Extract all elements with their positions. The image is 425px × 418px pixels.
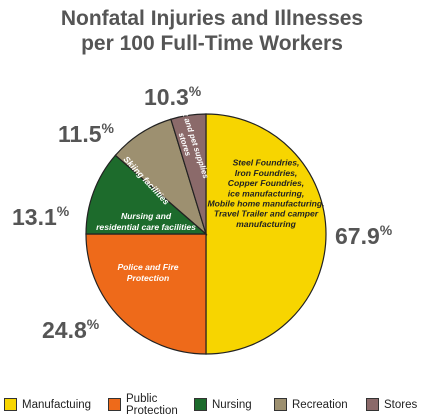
svg-text:residential care facilities: residential care facilities bbox=[96, 222, 196, 232]
legend-label: Stores bbox=[384, 399, 418, 411]
legend-item-stores: Stores bbox=[366, 393, 422, 415]
legend-swatch bbox=[194, 398, 207, 411]
pie-slice-nursing bbox=[85, 154, 208, 235]
legend-swatch bbox=[4, 398, 17, 411]
svg-text:Police and Fire: Police and Fire bbox=[117, 262, 178, 272]
svg-text:Steel Foundries,: Steel Foundries, bbox=[233, 158, 300, 168]
svg-text:ice manufacturing,: ice manufacturing, bbox=[228, 188, 304, 198]
svg-text:Protection: Protection bbox=[127, 273, 170, 283]
legend-swatch bbox=[274, 398, 287, 411]
legend-label: Manufactuing bbox=[22, 399, 92, 411]
legend-item-public-protection: Public Protection bbox=[108, 393, 190, 417]
pie-slice-stores bbox=[170, 113, 207, 235]
percent-label-stores: 10.3% bbox=[144, 83, 202, 110]
legend-swatch bbox=[108, 398, 121, 411]
percent-label-recreation: 11.5% bbox=[58, 120, 115, 147]
chart-title: Nonfatal Injuries and Illnesses per 100 … bbox=[60, 7, 364, 55]
pie-slice-public-protection bbox=[85, 233, 207, 355]
percent-label-public-protection: 24.8% bbox=[42, 316, 100, 343]
legend-label: Public Protection bbox=[126, 393, 178, 417]
svg-text:manufacturing: manufacturing bbox=[236, 219, 296, 229]
legend-label: Nursing bbox=[212, 399, 252, 411]
svg-text:Copper Foundries,: Copper Foundries, bbox=[228, 178, 304, 188]
slice-label-manufactuing: Steel Foundries,Iron Foundries,Copper Fo… bbox=[208, 158, 325, 229]
percent-label-nursing: 13.1% bbox=[12, 203, 70, 230]
pie-chart: Steel Foundries,Iron Foundries,Copper Fo… bbox=[12, 83, 393, 355]
svg-text:Iron Foundries,: Iron Foundries, bbox=[235, 168, 298, 178]
percent-label-manufactuing: 67.9% bbox=[335, 222, 393, 249]
legend-item-nursing: Nursing bbox=[194, 393, 266, 415]
svg-text:Nursing and: Nursing and bbox=[121, 211, 172, 221]
pie-slice-manufactuing bbox=[205, 113, 327, 355]
chart-legend: Manufactuing Public Protection Nursing Recre… bbox=[4, 393, 422, 417]
legend-item-recreation: Recreation bbox=[274, 393, 360, 415]
svg-text:Mobile home manufacturing,: Mobile home manufacturing, bbox=[208, 198, 325, 208]
legend-swatch bbox=[366, 398, 379, 411]
legend-label: Recreation bbox=[292, 399, 348, 411]
legend-item-manufactuing: Manufactuing bbox=[4, 393, 104, 415]
svg-text:Travel Trailer and camper: Travel Trailer and camper bbox=[214, 209, 319, 219]
